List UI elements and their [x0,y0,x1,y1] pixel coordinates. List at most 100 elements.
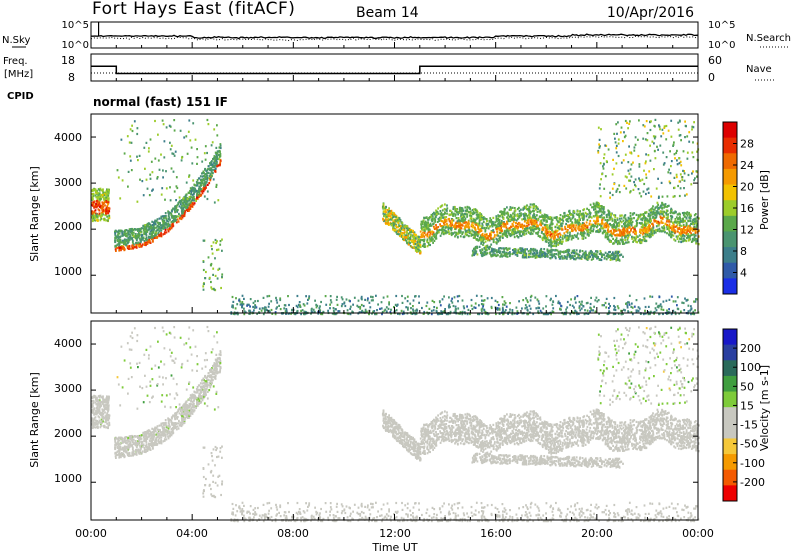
echo-cell [573,211,575,213]
echo-cell [573,306,575,308]
echo-cell [569,234,571,236]
echo-cell [532,233,534,235]
echo-cell [208,256,210,258]
echo-cell [243,308,245,310]
echo-cell [464,227,466,229]
echo-cell [453,232,455,234]
echo-cell [455,234,457,236]
echo-cell [435,224,437,226]
echo-cell [582,224,584,226]
echo-cell [122,179,124,181]
echo-cell [535,220,537,222]
echo-cell [161,194,163,196]
echo-cell [391,224,393,226]
echo-cell [683,309,685,311]
noise-series [91,22,698,41]
echo-cell [261,310,263,312]
echo-cell [179,196,181,198]
echo-cell [253,309,255,311]
echo-cell [529,233,531,235]
echo-cell [490,244,492,246]
echo-cell [101,201,103,203]
echo-cell [139,237,141,239]
echo-cell [129,245,131,247]
echo-cell [673,238,675,240]
echo-cell [381,301,383,303]
echo-cell [581,304,583,306]
echo-cell [154,120,156,122]
echo-cell [543,219,545,221]
echo-cell [267,295,269,297]
echo-cell [306,302,308,304]
echo-cell [254,307,256,309]
echo-cell [606,214,608,216]
echo-cell [442,298,444,300]
echo-cell [119,197,121,199]
echo-cell [506,206,508,208]
echo-cell [187,198,189,200]
echo-cell [499,225,501,227]
echo-cell [596,202,598,204]
echo-cell [577,210,579,212]
echo-cell [481,223,483,225]
echo-cell [142,239,144,241]
echo-cell [535,307,537,309]
echo-cell [138,245,140,247]
echo-cell [402,236,404,238]
echo-cell [532,220,534,222]
echo-cell [485,241,487,243]
echo-cell [164,199,166,201]
echo-cell [169,142,171,144]
echo-cell [395,304,397,306]
echo-cell [506,227,508,229]
echo-cell [173,215,175,217]
echo-cell [608,231,610,233]
echo-cell [481,295,483,297]
echo-cell [130,128,132,130]
echo-cell [502,212,504,214]
echo-cell [649,209,651,211]
echo-cell [627,223,629,225]
freq-tick-top: 18 [61,54,75,67]
echo-cell [625,303,627,305]
echo-cell [191,147,193,149]
echo-cell [673,224,675,226]
cpid-label: CPID [7,91,34,102]
echo-cell [679,224,681,226]
echo-cell [624,225,626,227]
echo-cell [132,247,134,249]
echo-cell [553,245,555,247]
echo-cell [603,304,605,306]
echo-cell [633,217,635,219]
echo-cell [444,208,446,210]
echo-cell [455,306,457,308]
echo-cell [502,237,504,239]
echo-cell [388,207,390,209]
echo-cell [696,242,698,244]
echo-cell [410,234,412,236]
echo-cell [160,154,162,156]
echo-cell [654,214,656,216]
echo-cell [98,208,100,210]
echo-cell [672,212,674,214]
echo-cell [502,296,504,298]
echo-cell [545,240,547,242]
echo-cell [137,127,139,129]
echo-cell [181,157,183,159]
echo-cell [676,216,678,218]
echo-cell [575,224,577,226]
echo-cell [278,305,280,307]
echo-cell [426,225,428,227]
echo-cell [515,209,517,211]
echo-cell [162,233,164,235]
echo-cell [168,218,170,220]
echo-cell [165,170,167,172]
echo-cell [166,187,168,189]
echo-cell [644,310,646,312]
echo-cell [174,129,176,131]
echo-cell [499,232,501,234]
echo-cell [453,226,455,228]
echo-cell [451,219,453,221]
echo-cell [675,211,677,213]
echo-cell [440,206,442,208]
